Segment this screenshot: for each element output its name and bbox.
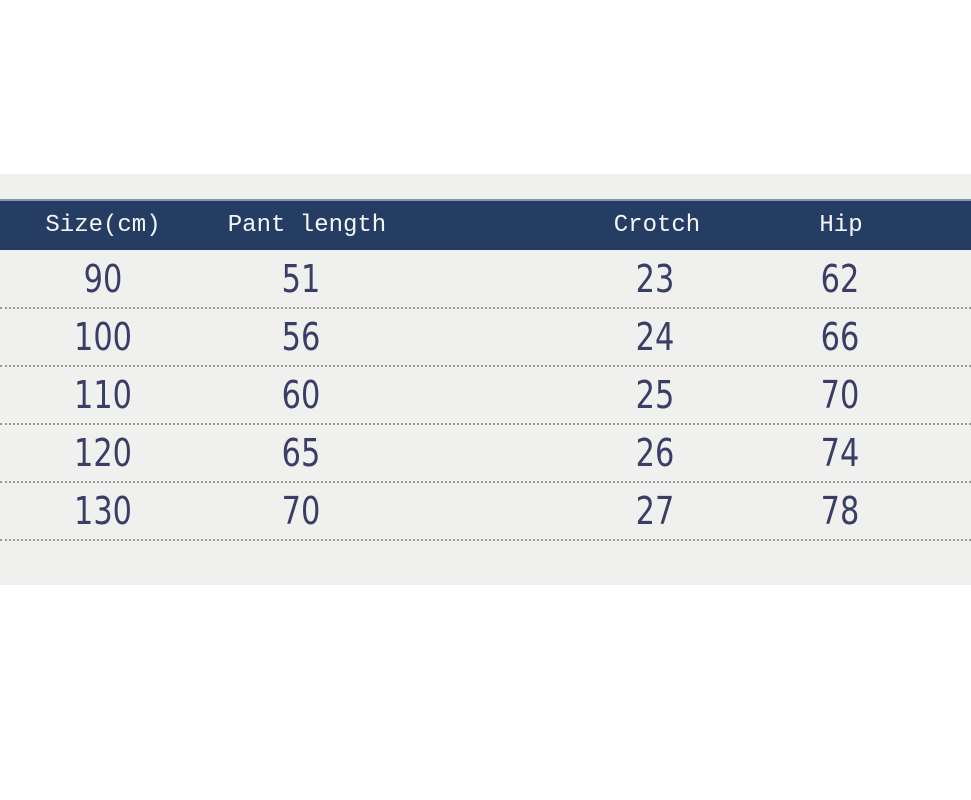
column-header-crotch: Crotch bbox=[613, 212, 701, 239]
cell-pant-length: 56 bbox=[281, 315, 321, 359]
cell-size: 90 bbox=[83, 256, 123, 301]
cell-hip: 78 bbox=[820, 489, 860, 533]
table-row: 110 60 25 70 bbox=[0, 367, 971, 425]
column-header-pant-length: Pant length bbox=[227, 212, 387, 239]
cell-size: 100 bbox=[73, 315, 133, 359]
cell-crotch: 26 bbox=[635, 431, 675, 475]
cell-size: 130 bbox=[73, 489, 133, 533]
cell-crotch: 25 bbox=[635, 373, 675, 417]
cell-size: 110 bbox=[73, 373, 133, 417]
cell-pant-length: 60 bbox=[281, 373, 321, 417]
table-row: 130 70 27 78 bbox=[0, 483, 971, 541]
table-row: 120 65 26 74 bbox=[0, 425, 971, 483]
column-header-size: Size(cm) bbox=[45, 212, 161, 239]
size-chart-panel: Size(cm) Pant length Crotch Hip 90 51 23… bbox=[0, 174, 971, 585]
column-header-hip: Hip bbox=[819, 212, 863, 239]
cell-pant-length: 65 bbox=[281, 431, 321, 475]
cell-crotch: 24 bbox=[635, 315, 675, 359]
cell-pant-length: 70 bbox=[281, 489, 321, 533]
cell-hip: 70 bbox=[820, 373, 860, 417]
cell-hip: 74 bbox=[820, 431, 860, 475]
table-row: 100 56 24 66 bbox=[0, 309, 971, 367]
cell-hip: 62 bbox=[820, 256, 860, 301]
table-header-row: Size(cm) Pant length Crotch Hip bbox=[0, 199, 971, 250]
cell-crotch: 27 bbox=[635, 489, 675, 533]
cell-size: 120 bbox=[73, 431, 133, 475]
cell-pant-length: 51 bbox=[281, 256, 321, 301]
cell-crotch: 23 bbox=[635, 256, 675, 301]
table-body: 90 51 23 62 100 56 24 66 110 60 25 70 12… bbox=[0, 250, 971, 541]
cell-hip: 66 bbox=[820, 315, 860, 359]
table-row: 90 51 23 62 bbox=[0, 250, 971, 309]
